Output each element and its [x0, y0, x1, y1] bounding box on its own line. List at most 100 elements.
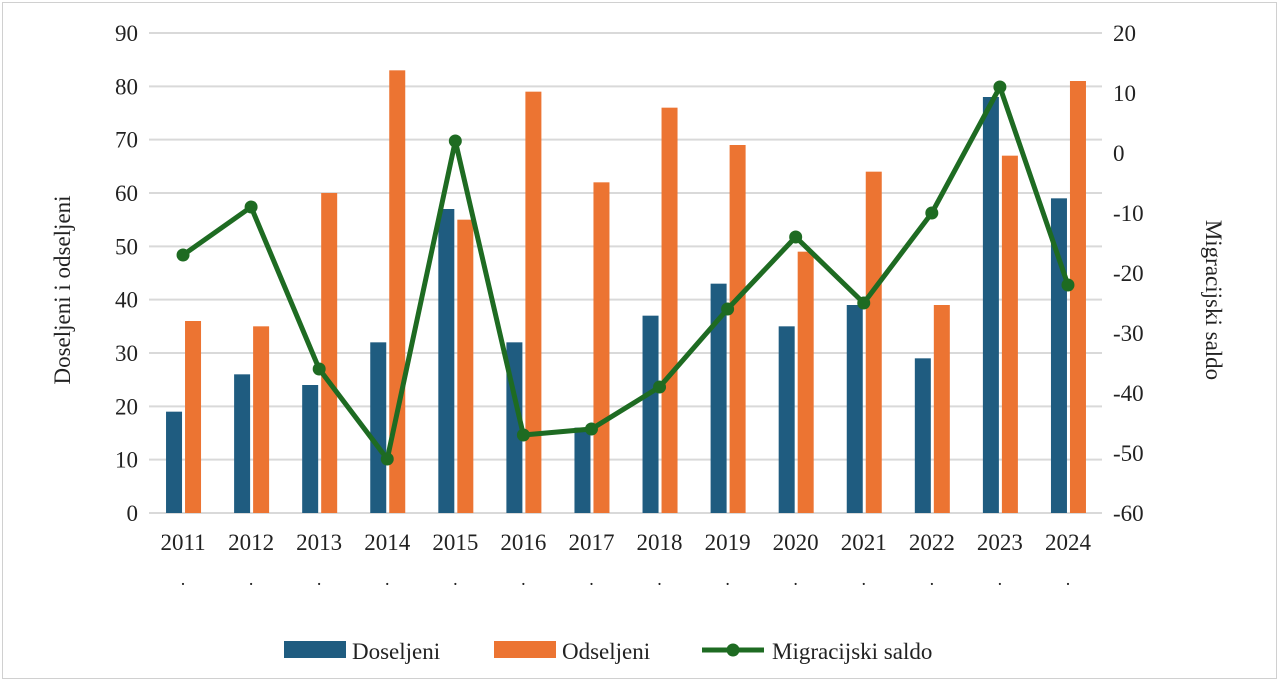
x-tick-sublabel: .: [725, 569, 730, 589]
y-tick-label: 50: [115, 234, 138, 259]
bar-doseljeni-2011: [166, 411, 183, 513]
bar-odseljeni-2021: [865, 171, 882, 513]
bar-odseljeni-2016: [525, 91, 542, 514]
bar-odseljeni-2015: [457, 219, 474, 513]
y2-tick-label: 10: [1113, 81, 1136, 106]
x-tick-sublabel: .: [930, 569, 935, 589]
y-tick-label: 0: [127, 501, 139, 526]
bar-doseljeni-2019: [710, 283, 727, 513]
bar-doseljeni-2014: [370, 342, 387, 513]
bar-doseljeni-2018: [642, 315, 659, 513]
saldo-point-2018: [653, 380, 667, 394]
bar-doseljeni-2013: [302, 385, 319, 513]
y2-tick-label: -20: [1113, 261, 1144, 286]
right-axis-ticks: -60 -50 -40 -30 -20 -10 0 10 20: [1113, 21, 1144, 526]
bar-odseljeni-2022: [933, 305, 950, 513]
x-tick-label: 2022: [909, 530, 955, 555]
x-tick-sublabel: .: [181, 569, 186, 589]
legend-label-doseljeni: Doseljeni: [352, 639, 440, 664]
y-tick-label: 70: [115, 128, 138, 153]
bar-odseljeni-2012: [253, 326, 270, 513]
bar-odseljeni-2013: [321, 193, 338, 513]
bar-doseljeni-2022: [914, 358, 931, 513]
saldo-point-2012: [244, 200, 258, 214]
x-tick-sublabel: .: [589, 569, 594, 589]
x-tick-sublabel: .: [862, 569, 867, 589]
y-tick-label: 30: [115, 341, 138, 366]
bar-doseljeni-2012: [234, 374, 251, 513]
saldo-point-2024: [1061, 278, 1075, 292]
saldo-point-2011: [176, 248, 190, 262]
legend-swatch-odseljeni: [494, 641, 556, 658]
saldo-point-2019: [721, 302, 735, 316]
bar-odseljeni-2011: [185, 321, 202, 513]
x-tick-sublabel: .: [521, 569, 526, 589]
x-tick-label: 2014: [364, 530, 411, 555]
x-tick-label: 2019: [705, 530, 751, 555]
y-tick-label: 10: [115, 448, 138, 473]
bar-doseljeni-2020: [778, 326, 795, 513]
y2-tick-label: -30: [1113, 321, 1144, 346]
legend-swatch-saldo-marker: [726, 643, 740, 657]
y2-tick-label: -10: [1113, 201, 1144, 226]
y-tick-label: 80: [115, 74, 138, 99]
saldo-point-2023: [993, 80, 1007, 94]
bar-odseljeni-2024: [1069, 81, 1086, 513]
y2-tick-label: 0: [1113, 141, 1125, 166]
x-tick-label: 2016: [500, 530, 546, 555]
y-tick-label: 20: [115, 394, 138, 419]
x-tick-sublabel: .: [249, 569, 254, 589]
x-tick-label: 2018: [637, 530, 683, 555]
gridlines: [149, 32, 1102, 514]
bar-odseljeni-2023: [1001, 155, 1018, 513]
bar-doseljeni-2021: [846, 305, 863, 513]
x-axis-ticks: 2011. 2012. 2013. 2014. 2015. 2016. 2017. 2018.…: [160, 530, 1091, 589]
saldo-point-2017: [584, 422, 598, 436]
y2-tick-label: -40: [1113, 381, 1144, 406]
saldo-point-2020: [789, 230, 803, 244]
bar-doseljeni-2015: [438, 209, 455, 513]
x-tick-label: 2020: [773, 530, 819, 555]
x-tick-sublabel: .: [793, 569, 798, 589]
legend: Doseljeni Odseljeni Migracijski saldo: [284, 639, 932, 664]
x-tick-sublabel: .: [453, 569, 458, 589]
saldo-point-2015: [448, 134, 462, 148]
x-tick-label: 2024: [1045, 530, 1092, 555]
saldo-point-2021: [857, 296, 871, 310]
bar-odseljeni-2017: [593, 182, 610, 514]
y-tick-label: 40: [115, 288, 138, 313]
x-tick-sublabel: .: [1066, 569, 1071, 589]
saldo-polyline: [181, 84, 1071, 462]
y-tick-label: 60: [115, 181, 138, 206]
bar-odseljeni-2020: [797, 251, 814, 513]
y2-axis-label: Migracijski saldo: [1201, 220, 1226, 380]
saldo-point-2013: [312, 362, 326, 376]
x-tick-label: 2013: [296, 530, 342, 555]
saldo-point-2016: [516, 428, 530, 442]
legend-label-odseljeni: Odseljeni: [562, 639, 650, 664]
x-tick-label: 2015: [432, 530, 478, 555]
x-tick-label: 2012: [228, 530, 274, 555]
x-tick-sublabel: .: [998, 569, 1003, 589]
x-tick-label: 2021: [841, 530, 887, 555]
bar-odseljeni-2018: [661, 107, 678, 514]
left-axis-ticks: 0 10 20 30 40 50 60 70 80 90: [115, 21, 138, 526]
y2-tick-label: -60: [1113, 501, 1144, 526]
legend-swatch-doseljeni: [284, 641, 346, 658]
y2-tick-label: 20: [1113, 21, 1136, 46]
y2-tick-label: -50: [1113, 441, 1144, 466]
bar-odseljeni-2019: [729, 145, 746, 513]
y-axis-label: Doseljeni i odseljeni: [50, 195, 75, 384]
saldo-point-2022: [925, 206, 939, 220]
x-tick-sublabel: .: [657, 569, 662, 589]
y-tick-label: 90: [115, 21, 138, 46]
x-tick-label: 2023: [977, 530, 1023, 555]
bars: [166, 70, 1086, 514]
bar-doseljeni-2023: [982, 97, 999, 513]
bar-doseljeni-2017: [574, 427, 591, 513]
x-tick-sublabel: .: [385, 569, 390, 589]
saldo-point-2014: [380, 452, 394, 466]
x-tick-sublabel: .: [317, 569, 322, 589]
